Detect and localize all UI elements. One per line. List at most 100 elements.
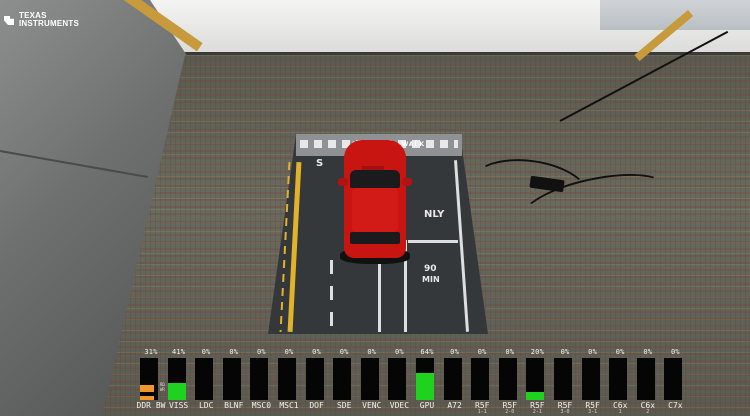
perf-bar bbox=[388, 358, 407, 400]
perf-sublabel: 2-1 bbox=[532, 409, 542, 415]
perf-label: MSC0 bbox=[251, 401, 272, 410]
ddr-legend-entry: RD bbox=[160, 382, 165, 387]
perf-label: MSC1 bbox=[279, 401, 299, 410]
perf-bar bbox=[581, 358, 600, 400]
perf-bar bbox=[471, 358, 490, 400]
perf-bar-fill bbox=[526, 392, 545, 400]
perf-percent: 0% bbox=[560, 348, 570, 356]
red-toy-car bbox=[338, 140, 412, 264]
car-windshield bbox=[350, 170, 400, 188]
perf-label: DOF bbox=[309, 401, 324, 410]
perf-percent: 0% bbox=[450, 348, 460, 356]
perf-meter: 31% RD WR DDR BW bbox=[136, 346, 166, 416]
perf-percent: 0% bbox=[312, 348, 322, 356]
perf-bar-fill bbox=[416, 373, 434, 400]
ddr-legend-entry: WR bbox=[160, 387, 165, 392]
speed-number: 90 bbox=[424, 264, 437, 274]
perf-percent: 0% bbox=[643, 348, 653, 356]
perf-meter: 0% MSC1 bbox=[274, 346, 304, 416]
perf-bar bbox=[305, 358, 324, 400]
perf-percent: 0% bbox=[339, 348, 349, 356]
perf-meter: 0% MSC0 bbox=[246, 346, 276, 416]
perf-sublabel: 3-0 bbox=[560, 409, 570, 415]
perf-meter: 0% R5F 1-1 bbox=[467, 346, 497, 416]
perf-label: C7x bbox=[668, 401, 683, 410]
perf-bar-fill bbox=[140, 385, 154, 392]
perf-percent: 0% bbox=[256, 348, 266, 356]
perf-label: C6x bbox=[640, 401, 656, 410]
perf-bar bbox=[140, 358, 158, 400]
logo-line1: TEXAS bbox=[19, 11, 47, 20]
perf-meter: 0% VDEC bbox=[384, 346, 414, 416]
perf-bar bbox=[360, 358, 379, 400]
perf-percent: 20% bbox=[530, 348, 545, 356]
perf-sublabel: 3-1 bbox=[588, 409, 598, 415]
perf-meter: 0% VENC bbox=[357, 346, 387, 416]
perf-meter: 0% LDC bbox=[191, 346, 221, 416]
perf-percent: 0% bbox=[284, 348, 294, 356]
perf-percent: 0% bbox=[229, 348, 239, 356]
perf-meter: 0% R5F 2-0 bbox=[495, 346, 525, 416]
stop-bar bbox=[408, 240, 458, 243]
perf-sublabel: 1-1 bbox=[477, 409, 487, 415]
perf-meter: 20% R5F 2-1 bbox=[522, 346, 552, 416]
perf-meter: 0% C6x 2 bbox=[633, 346, 663, 416]
perf-label: C6x bbox=[612, 401, 628, 410]
perf-bar bbox=[636, 358, 655, 400]
perf-label: R5F bbox=[530, 401, 545, 410]
perf-bar bbox=[278, 358, 296, 400]
perf-meter: 0% R5F 3-0 bbox=[550, 346, 580, 416]
perf-meter: 0% R5F 3-1 bbox=[578, 346, 608, 416]
perf-sublabel: 2 bbox=[646, 409, 650, 415]
perf-label: R5F bbox=[474, 401, 490, 410]
lane-line bbox=[404, 240, 407, 332]
car-mirror-right bbox=[402, 178, 412, 186]
perf-label: VENC bbox=[362, 401, 382, 410]
perf-label: BLNF bbox=[224, 401, 244, 410]
performance-stats-panel: 31% RD WR DDR BW 41% VISS 0% LDC 0% BLNF 0% MSC0 0% M… bbox=[136, 346, 750, 416]
perf-bar-fill-secondary bbox=[140, 396, 154, 400]
perf-bar bbox=[167, 358, 186, 400]
perf-sublabel: 2-0 bbox=[505, 409, 515, 415]
perf-label: DDR BW bbox=[136, 401, 166, 410]
perf-label: VISS bbox=[168, 401, 189, 410]
perf-bar bbox=[664, 358, 683, 400]
lane-line bbox=[378, 255, 381, 332]
perf-bar bbox=[416, 358, 434, 400]
perf-bar bbox=[609, 358, 628, 400]
perf-meter: 0% C6x 1 bbox=[605, 346, 635, 416]
stop-text: S bbox=[316, 158, 324, 169]
perf-meter: 64% GPU bbox=[412, 346, 442, 416]
perf-label: GPU bbox=[419, 401, 435, 410]
perf-percent: 0% bbox=[394, 348, 404, 356]
perf-label: R5F bbox=[502, 401, 518, 410]
perf-meter: 0% A72 bbox=[440, 346, 470, 416]
perf-bar bbox=[250, 358, 269, 400]
ddr-legend: RD WR bbox=[160, 382, 165, 392]
perf-label: R5F bbox=[585, 401, 600, 410]
perf-bar bbox=[333, 358, 352, 400]
perf-percent: 0% bbox=[615, 348, 625, 356]
perf-percent: 31% bbox=[144, 348, 158, 356]
perf-percent: 0% bbox=[588, 348, 598, 356]
perf-percent: 0% bbox=[367, 348, 377, 356]
car-roof bbox=[352, 188, 398, 232]
perf-meter: 0% DOF bbox=[302, 346, 332, 416]
logo-text: TEXAS INSTRUMENTS bbox=[19, 12, 79, 28]
perf-meter: 0% SDE bbox=[329, 346, 359, 416]
perf-bar bbox=[443, 358, 462, 400]
perf-percent: 41% bbox=[171, 348, 186, 356]
perf-label: SDE bbox=[336, 401, 352, 410]
perf-percent: 0% bbox=[505, 348, 515, 356]
perf-percent: 0% bbox=[477, 348, 487, 356]
perf-label: VDEC bbox=[389, 401, 410, 410]
car-rear-window bbox=[350, 232, 400, 244]
perf-label: R5F bbox=[557, 401, 573, 410]
perf-bar bbox=[554, 358, 572, 400]
car-mirror-left bbox=[338, 178, 348, 186]
perf-percent: 0% bbox=[670, 348, 680, 356]
perf-bar bbox=[222, 358, 241, 400]
perf-bar bbox=[526, 358, 545, 400]
only-text: NLY bbox=[424, 209, 445, 220]
perf-label: LDC bbox=[198, 401, 214, 410]
